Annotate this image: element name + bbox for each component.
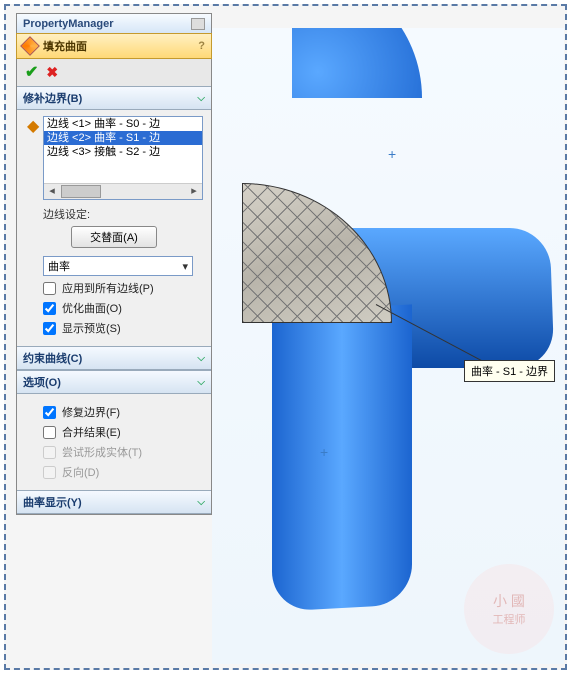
list-item[interactable]: 边线 <2> 曲率 - S1 - 边 bbox=[44, 131, 202, 145]
section-boundary-body: ◆ 边线 <1> 曲率 - S0 - 边 边线 <2> 曲率 - S1 - 边 … bbox=[17, 110, 211, 346]
property-manager-panel: PropertyManager 填充曲面 ? ✔ ✖ 修补边界(B) ⌵ ◆ 边… bbox=[16, 13, 212, 515]
section-options-header[interactable]: 选项(O) ⌵ bbox=[17, 370, 211, 394]
merge-label: 合并结果(E) bbox=[62, 424, 121, 440]
pm-header: PropertyManager bbox=[17, 14, 211, 34]
try-solid-input bbox=[43, 446, 56, 459]
watermark-line2: 工程师 bbox=[493, 611, 526, 627]
reverse-input bbox=[43, 466, 56, 479]
try-solid-check: 尝试形成实体(T) bbox=[43, 444, 203, 460]
feature-name: 填充曲面 bbox=[43, 38, 87, 54]
apply-all-label: 应用到所有边线(P) bbox=[62, 280, 154, 296]
origin-marker-1: + bbox=[388, 146, 396, 162]
section-options-body: 修复边界(F) 合并结果(E) 尝试形成实体(T) 反向(D) bbox=[17, 394, 211, 490]
fill-surface-preview bbox=[242, 183, 392, 323]
preview-input[interactable] bbox=[43, 322, 56, 335]
ok-button[interactable]: ✔ bbox=[25, 62, 38, 82]
optimize-label: 优化曲面(O) bbox=[62, 300, 122, 316]
fix-boundary-label: 修复边界(F) bbox=[62, 404, 120, 420]
chevron-down-icon: ▾ bbox=[182, 260, 188, 273]
try-solid-label: 尝试形成实体(T) bbox=[62, 444, 142, 460]
chevron-icon: ⌵ bbox=[197, 93, 205, 104]
chevron-icon: ⌵ bbox=[197, 377, 205, 388]
fix-boundary-input[interactable] bbox=[43, 406, 56, 419]
optimize-input[interactable] bbox=[43, 302, 56, 315]
watermark: 小 國 工程师 bbox=[464, 564, 554, 654]
continuity-value: 曲率 bbox=[48, 258, 70, 274]
chevron-icon: ⌵ bbox=[197, 497, 205, 508]
selection-frame: + + 曲率 - S1 - 边界 小 國 工程师 PropertyManager… bbox=[4, 4, 567, 670]
list-item[interactable]: 边线 <1> 曲率 - S0 - 边 bbox=[44, 117, 202, 131]
origin-marker-2: + bbox=[320, 444, 328, 460]
scroll-thumb[interactable] bbox=[61, 185, 101, 198]
pin-icon[interactable] bbox=[191, 18, 205, 30]
confirm-row: ✔ ✖ bbox=[17, 58, 211, 86]
list-item[interactable]: 边线 <3> 接触 - S2 - 边 bbox=[44, 145, 202, 159]
surface-body-2 bbox=[272, 304, 412, 611]
graphics-viewport[interactable]: + + 曲率 - S1 - 边界 小 國 工程师 bbox=[212, 28, 564, 664]
section-boundary-header[interactable]: 修补边界(B) ⌵ bbox=[17, 86, 211, 110]
chevron-icon: ⌵ bbox=[197, 353, 205, 364]
pm-title: PropertyManager bbox=[23, 18, 113, 30]
section-constraint-header[interactable]: 约束曲线(C) ⌵ bbox=[17, 346, 211, 370]
help-icon[interactable]: ? bbox=[198, 40, 205, 52]
section-curvature-header[interactable]: 曲率显示(Y) ⌵ bbox=[17, 490, 211, 514]
fill-surface-icon bbox=[20, 36, 40, 56]
optimize-check[interactable]: 优化曲面(O) bbox=[43, 300, 203, 316]
section-boundary-title: 修补边界(B) bbox=[23, 90, 82, 106]
section-constraint-title: 约束曲线(C) bbox=[23, 350, 82, 366]
apply-all-check[interactable]: 应用到所有边线(P) bbox=[43, 280, 203, 296]
section-curvature-title: 曲率显示(Y) bbox=[23, 494, 82, 510]
preview-label: 显示预览(S) bbox=[62, 320, 121, 336]
reverse-label: 反向(D) bbox=[62, 464, 99, 480]
edge-settings-label: 边线设定: bbox=[43, 206, 203, 222]
watermark-line1: 小 國 bbox=[493, 591, 525, 611]
edge-list[interactable]: 边线 <1> 曲率 - S0 - 边 边线 <2> 曲率 - S1 - 边 边线… bbox=[43, 116, 203, 200]
reverse-check: 反向(D) bbox=[43, 464, 203, 480]
cancel-button[interactable]: ✖ bbox=[46, 64, 58, 81]
callout-label: 曲率 - S1 - 边界 bbox=[464, 360, 555, 382]
scroll-left-icon[interactable]: ◂ bbox=[44, 184, 60, 199]
feature-title-bar: 填充曲面 ? bbox=[16, 33, 212, 59]
fix-boundary-check[interactable]: 修复边界(F) bbox=[43, 404, 203, 420]
preview-check[interactable]: 显示预览(S) bbox=[43, 320, 203, 336]
alternate-face-button[interactable]: 交替面(A) bbox=[71, 226, 157, 248]
scroll-right-icon[interactable]: ▸ bbox=[186, 184, 202, 199]
section-options-title: 选项(O) bbox=[23, 374, 61, 390]
apply-all-input[interactable] bbox=[43, 282, 56, 295]
merge-check[interactable]: 合并结果(E) bbox=[43, 424, 203, 440]
edge-select-icon[interactable]: ◆ bbox=[27, 116, 39, 136]
merge-input[interactable] bbox=[43, 426, 56, 439]
continuity-combo[interactable]: 曲率 ▾ bbox=[43, 256, 193, 276]
list-scrollbar[interactable]: ◂ ▸ bbox=[44, 183, 202, 199]
